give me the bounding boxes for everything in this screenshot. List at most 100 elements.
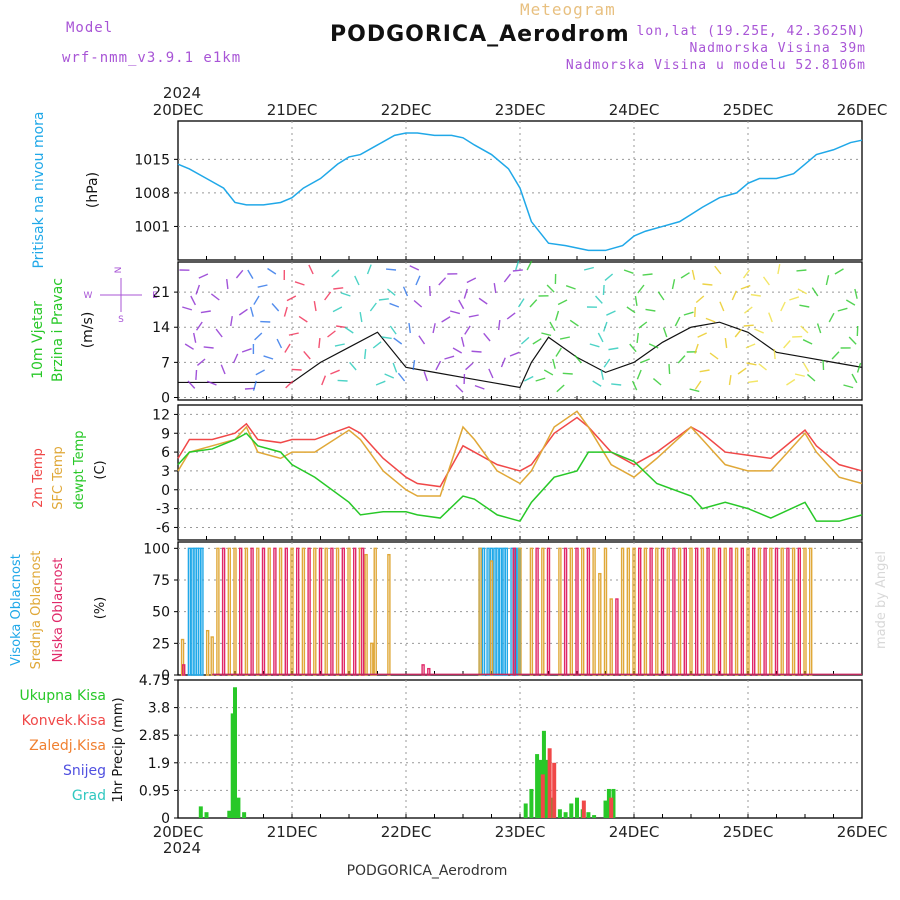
wind-unit: (m/s) (80, 312, 96, 349)
cloud-bar (706, 547, 710, 676)
cloud-bar (797, 547, 801, 676)
wind-barb (284, 343, 291, 353)
wind-barb (503, 273, 511, 283)
wind-compass: N W E S (84, 267, 159, 325)
temperature-series-line (177, 416, 863, 488)
cloud-bar (341, 547, 345, 676)
wind-barb (743, 306, 753, 314)
wind-barb (389, 325, 397, 335)
cloud-bar (649, 547, 653, 676)
cloud-bar (244, 547, 249, 676)
wind-barb (413, 299, 423, 308)
cloud-bar (318, 547, 323, 676)
bottom-day-label: 25DEC (723, 823, 774, 841)
wind-barb (742, 269, 750, 279)
y-tick-label: 100 (143, 541, 170, 557)
wind-barb (837, 307, 848, 312)
wind-barb (324, 291, 332, 301)
wind-barb (303, 350, 311, 360)
wind-barb (283, 306, 288, 317)
wind-barb (359, 312, 363, 323)
wind-barb (546, 284, 555, 293)
wind-barb (520, 336, 530, 345)
cloud-bar (803, 547, 807, 676)
model-elevation-label: Nadmorska Visina u modelu 52.8106m (565, 58, 866, 73)
wind-barb (337, 379, 348, 382)
precip-bar (563, 812, 568, 818)
wind-barb (238, 308, 248, 316)
pressure-unit: (hPa) (85, 172, 101, 208)
wind-barb (848, 336, 857, 345)
wind-barb (854, 288, 858, 299)
wind-barb (638, 321, 648, 329)
wind-barb (190, 295, 197, 306)
top-day-label: 21DEC (267, 101, 318, 119)
wind-barb (187, 380, 196, 389)
wind-barb (589, 343, 600, 348)
wind-barb (271, 303, 280, 312)
cloud-bar (335, 547, 340, 676)
cloud-bar (677, 547, 682, 676)
wind-barb (802, 362, 810, 372)
wind-barb (602, 284, 605, 296)
wind-barb (378, 298, 389, 301)
wind-barb (689, 388, 700, 393)
wind-barb (737, 367, 747, 375)
wind-barb (195, 369, 198, 381)
wind-barb (699, 369, 710, 373)
wind-barb (200, 310, 211, 314)
panel-frame (177, 120, 863, 261)
y-tick-label: 6 (161, 445, 170, 461)
wind-barb (387, 288, 396, 296)
wind-barb (603, 358, 611, 368)
wind-barb (263, 355, 274, 360)
wind-barb (331, 269, 340, 278)
y-tick-label: 4.75 (139, 673, 170, 689)
y-tick-label: 0 (161, 390, 170, 406)
y-tick-label: 7 (161, 355, 170, 371)
wind-barb (677, 355, 686, 364)
wind-barb (680, 272, 690, 279)
wind-ylabel-2: Brzina i Pravac (50, 278, 66, 382)
wind-barb (631, 380, 638, 391)
wind-barb (697, 332, 707, 338)
cloud-bar (683, 547, 687, 676)
bottom-day-label: 24DEC (609, 823, 660, 841)
wind-barb (276, 338, 283, 349)
compass-n: N (114, 267, 124, 274)
wind-barb (418, 335, 426, 345)
legend-hail: Grad (72, 788, 106, 804)
y-tick-label: 0.95 (139, 783, 170, 799)
wind-barb (831, 351, 840, 360)
cloud-bar (660, 547, 665, 676)
wind-barb (634, 295, 638, 306)
wind-barb (745, 343, 756, 349)
wind-barb (468, 314, 479, 318)
wind-barb (743, 324, 754, 327)
cloud-bar (700, 547, 705, 676)
wind-barb (623, 269, 634, 274)
y-tick-label: -6 (156, 520, 170, 536)
wind-barb (734, 328, 743, 338)
wind-barb (747, 380, 759, 384)
bottom-day-label: 26DEC (837, 823, 888, 841)
wind-barb (754, 328, 764, 334)
wind-barb (691, 269, 696, 280)
wind-barb (597, 332, 604, 343)
precip-bar (233, 687, 237, 818)
cloud-bar (752, 547, 756, 676)
bottom-day-label: 22DEC (381, 823, 432, 841)
wind-barb (728, 375, 732, 386)
wind-barb (662, 327, 668, 338)
wind-barb (333, 287, 344, 290)
wind-barb (389, 302, 400, 308)
wind-barb (825, 275, 830, 286)
wind-barb (452, 347, 463, 354)
wind-barb (509, 351, 520, 357)
precip-bar (230, 713, 235, 818)
wind-barb (797, 288, 808, 295)
cloud-bar (809, 547, 813, 676)
temperature-series-line (177, 410, 863, 497)
cloud-bar (638, 547, 642, 676)
footer-station: PODGORICA_Aerodrom (347, 863, 508, 879)
